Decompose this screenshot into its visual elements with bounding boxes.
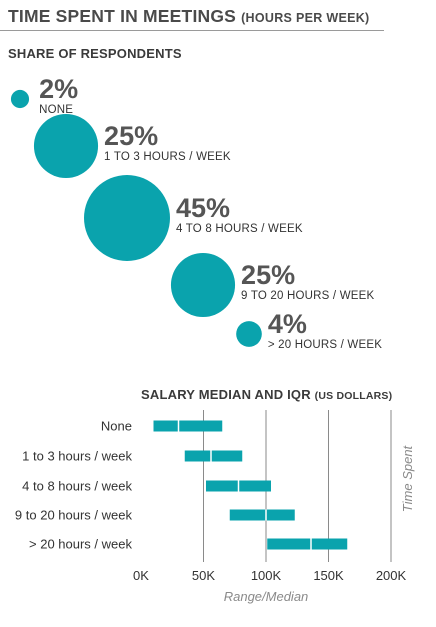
title-main: TIME SPENT IN MEETINGS — [8, 6, 237, 26]
x-tick-label: 0K — [133, 568, 149, 583]
bubble-section-title: SHARE OF RESPONDENTS — [8, 46, 182, 61]
iqr-chart-title-sub: (US DOLLARS) — [315, 390, 393, 402]
category-label: > 20 hours / week — [29, 537, 132, 552]
bubble-value-label: 25% — [104, 121, 158, 151]
iqr-bar — [229, 509, 295, 521]
bubble-category-label: 9 TO 20 HOURS / WEEK — [241, 290, 374, 302]
category-label: None — [101, 419, 132, 434]
iqr-bar — [153, 420, 223, 432]
bubble-category-label: NONE — [39, 104, 73, 116]
x-tick-label: 100K — [251, 568, 282, 583]
x-tick-label: 200K — [376, 568, 407, 583]
x-axis-label: Range/Median — [224, 589, 309, 604]
bubble-2 — [84, 175, 170, 261]
bubble-1 — [33, 113, 99, 179]
iqr-bar — [267, 538, 348, 550]
title-subtitle: (HOURS PER WEEK) — [241, 11, 370, 25]
category-label: 4 to 8 hours / week — [22, 479, 132, 494]
category-label: 9 to 20 hours / week — [15, 508, 133, 523]
x-tick-label: 50K — [192, 568, 215, 583]
bubble-value-label: 25% — [241, 260, 295, 290]
category-label: 1 to 3 hours / week — [22, 449, 132, 464]
iqr-chart-title: SALARY MEDIAN AND IQR (US DOLLARS) — [141, 387, 392, 402]
bubble-value-label: 4% — [268, 309, 307, 339]
page-title: TIME SPENT IN MEETINGS (HOURS PER WEEK) — [8, 6, 370, 27]
title-divider — [0, 30, 384, 31]
iqr-chart-title-main: SALARY MEDIAN AND IQR — [141, 387, 315, 402]
x-tick-label: 150K — [313, 568, 344, 583]
bubble-4 — [236, 321, 262, 347]
bubble-0 — [10, 89, 30, 109]
y-axis-label: Time Spent — [400, 444, 415, 512]
bubble-3 — [170, 252, 236, 318]
bubble-category-label: 1 TO 3 HOURS / WEEK — [104, 151, 231, 163]
iqr-chart: SALARY MEDIAN AND IQR (US DOLLARS) 0K 50K… — [15, 387, 415, 604]
iqr-bar — [184, 450, 243, 462]
bubble-value-label: 2% — [39, 74, 78, 104]
bubble-category-label: > 20 HOURS / WEEK — [268, 339, 382, 351]
bubble-category-label: 4 TO 8 HOURS / WEEK — [176, 223, 303, 235]
bubble-value-label: 45% — [176, 193, 230, 223]
